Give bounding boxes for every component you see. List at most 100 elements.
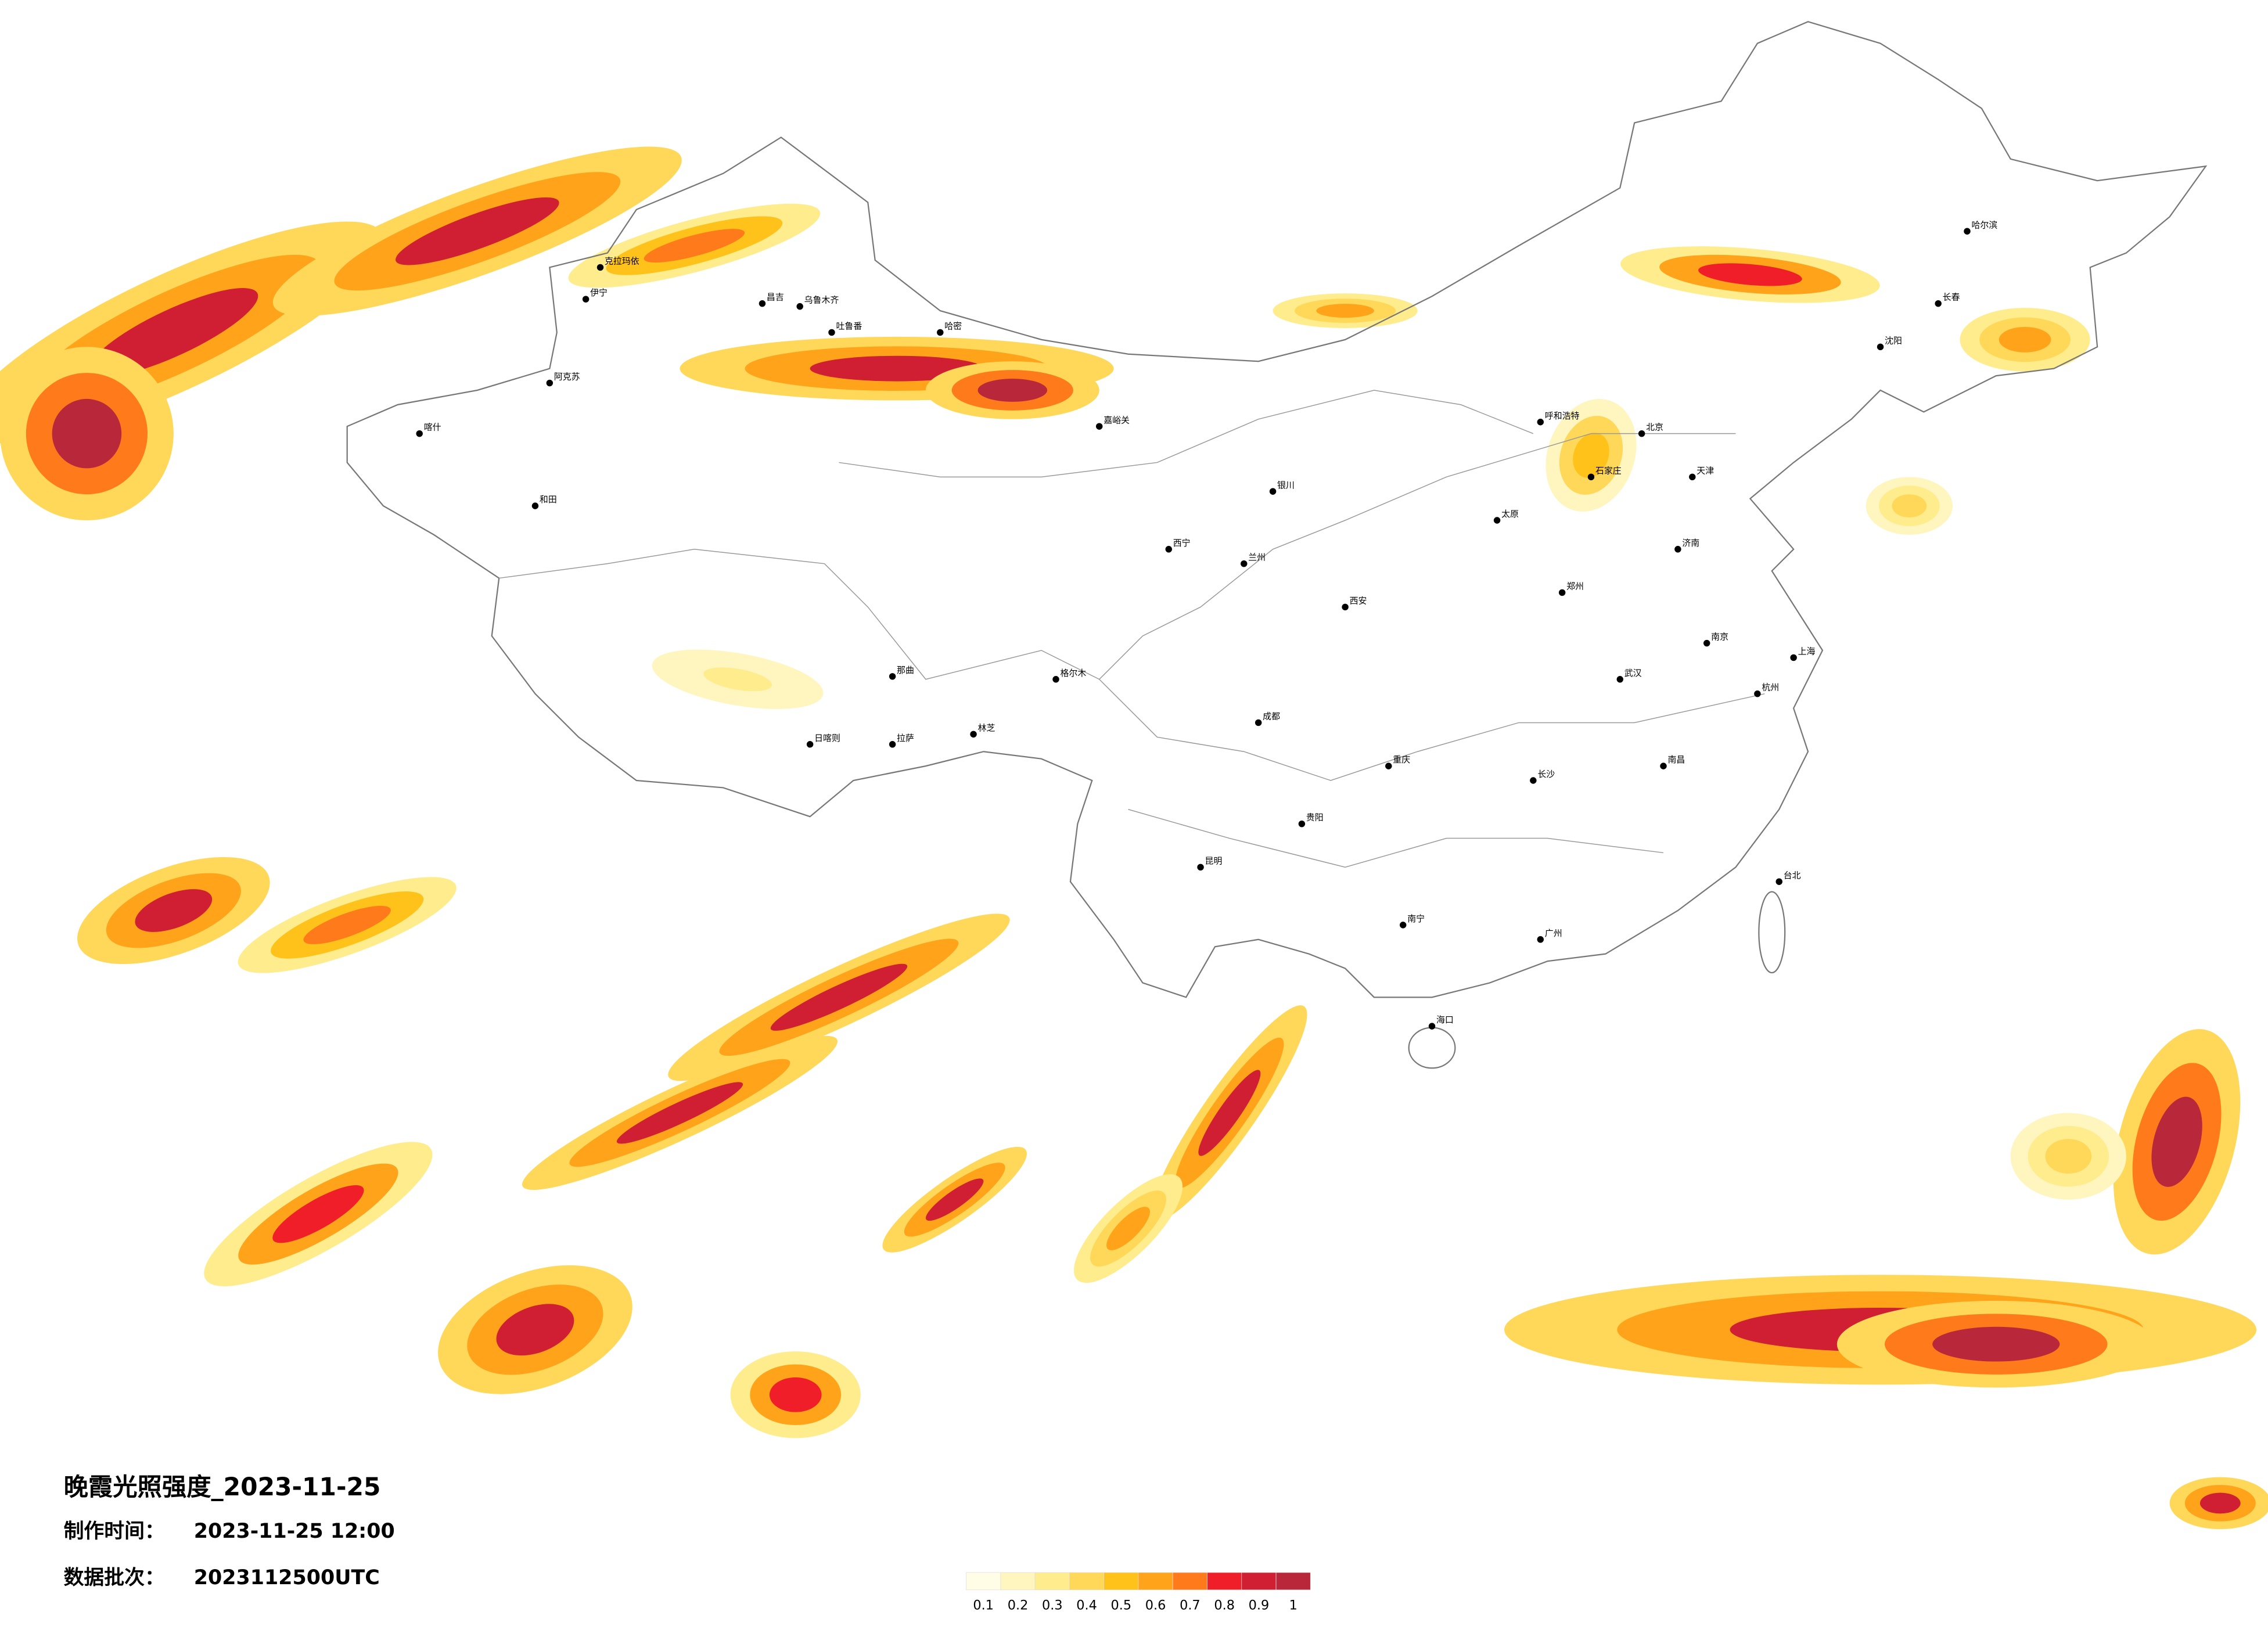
city-dot	[796, 303, 803, 310]
city-dot	[889, 741, 896, 748]
city-label: 嘉峪关	[1104, 415, 1130, 425]
colorbar-tick-label: 0.9	[1249, 1598, 1270, 1613]
city-label: 沈阳	[1885, 335, 1902, 346]
glow-area	[2045, 1139, 2092, 1174]
city-label: 和田	[540, 494, 557, 505]
province-border	[1128, 809, 1664, 868]
city-dot	[1877, 343, 1884, 351]
city-label: 济南	[1682, 538, 1699, 548]
city-dot	[889, 673, 896, 680]
glow-area	[89, 288, 258, 377]
city-label: 贵阳	[1306, 812, 1324, 823]
city-label: 阿克苏	[554, 372, 580, 382]
city-label: 昆明	[1205, 855, 1223, 866]
city-label: 克拉玛依	[605, 256, 639, 266]
made-label: 制作时间：	[64, 1520, 165, 1543]
city-dot	[1298, 820, 1306, 828]
city-dot	[1537, 419, 1544, 426]
city-label: 石家庄	[1595, 465, 1622, 476]
city-dot	[582, 296, 590, 303]
glow-area	[1316, 304, 1374, 318]
city-dot	[1638, 430, 1645, 437]
city-dot	[970, 731, 977, 738]
city-dot	[1241, 560, 1248, 567]
colorbar-swatch	[966, 1572, 1001, 1591]
city-dot	[828, 329, 835, 336]
city-label: 西宁	[1173, 538, 1191, 548]
glow-area	[1106, 1207, 1150, 1250]
glow-area	[135, 889, 213, 932]
glow-area	[396, 197, 559, 265]
colorbar-swatch	[1104, 1572, 1139, 1591]
city-dot	[1096, 423, 1103, 430]
city-label: 太原	[1501, 509, 1519, 519]
city-label: 日喀则	[814, 733, 840, 743]
colorbar-tick-label: 0.5	[1111, 1598, 1132, 1613]
city-dot	[1703, 639, 1710, 647]
city-dot	[1616, 676, 1624, 683]
city-dot	[806, 741, 814, 748]
city-label: 乌鲁木齐	[804, 295, 839, 305]
city-label: 郑州	[1566, 581, 1584, 591]
city-dot	[1197, 864, 1204, 871]
city-dot	[1530, 777, 1537, 784]
city-label: 成都	[1263, 711, 1280, 721]
glow-area	[769, 1377, 822, 1412]
city-label: 伊宁	[590, 287, 608, 298]
city-dot	[1255, 719, 1262, 726]
city-dot	[1689, 473, 1696, 481]
city-label: 海口	[1436, 1015, 1454, 1025]
glow-area	[616, 1082, 743, 1144]
glow-area	[703, 667, 772, 692]
city-dot	[937, 329, 944, 336]
colorbar-tick-label: 0.8	[1214, 1598, 1235, 1613]
title: 晚霞光照强度_2023-11-25	[64, 1473, 381, 1501]
city-dot	[1754, 690, 1761, 697]
city-label: 兰州	[1248, 552, 1266, 563]
city-label: 长沙	[1537, 769, 1555, 779]
province-border	[1099, 679, 1765, 781]
batch-label: 数据批次：	[64, 1566, 165, 1589]
city-label: 西安	[1350, 595, 1367, 606]
colorbar-tick-label: 0.3	[1042, 1598, 1063, 1613]
city-dot	[1537, 936, 1544, 943]
colorbar-tick-label: 0.2	[1008, 1598, 1029, 1613]
glow-area	[925, 1178, 984, 1221]
city-label: 南宁	[1407, 913, 1425, 924]
city-label: 呼和浩特	[1545, 411, 1580, 421]
glow-area	[2151, 1096, 2202, 1187]
glow-area	[644, 229, 745, 263]
city-dot	[416, 430, 423, 437]
city-dot	[1428, 1023, 1436, 1030]
city-label: 吐鲁番	[836, 321, 862, 331]
province-border	[839, 390, 1534, 478]
glow-area	[770, 963, 908, 1031]
city-label: 南京	[1711, 632, 1728, 642]
glow-area	[977, 379, 1048, 402]
glow-area	[1999, 326, 2051, 352]
city-dot	[1385, 762, 1392, 769]
city-dot	[1165, 546, 1172, 553]
city-label: 昌吉	[767, 292, 784, 303]
colorbar-tick-label: 0.1	[973, 1598, 994, 1613]
glow-field	[0, 146, 2268, 1530]
city-label: 拉萨	[897, 733, 914, 743]
city-dot	[1587, 473, 1595, 481]
city-label: 南昌	[1667, 754, 1685, 765]
city-dot	[1493, 517, 1501, 524]
colorbar-swatch	[1275, 1572, 1311, 1591]
glow-area	[1892, 494, 1927, 518]
city-dot	[1790, 654, 1797, 661]
city-dot	[1775, 878, 1782, 885]
glow-area	[52, 398, 122, 469]
city-label: 长春	[1943, 292, 1960, 303]
colorbar-tick-label: 1	[1289, 1598, 1297, 1613]
city-label: 武汉	[1624, 668, 1642, 678]
city-label: 上海	[1798, 646, 1816, 656]
colorbar-tick-label: 0.7	[1180, 1598, 1201, 1613]
colorbar-swatch	[1241, 1572, 1277, 1591]
city-label: 重庆	[1393, 754, 1410, 765]
city-dot	[1052, 676, 1059, 683]
